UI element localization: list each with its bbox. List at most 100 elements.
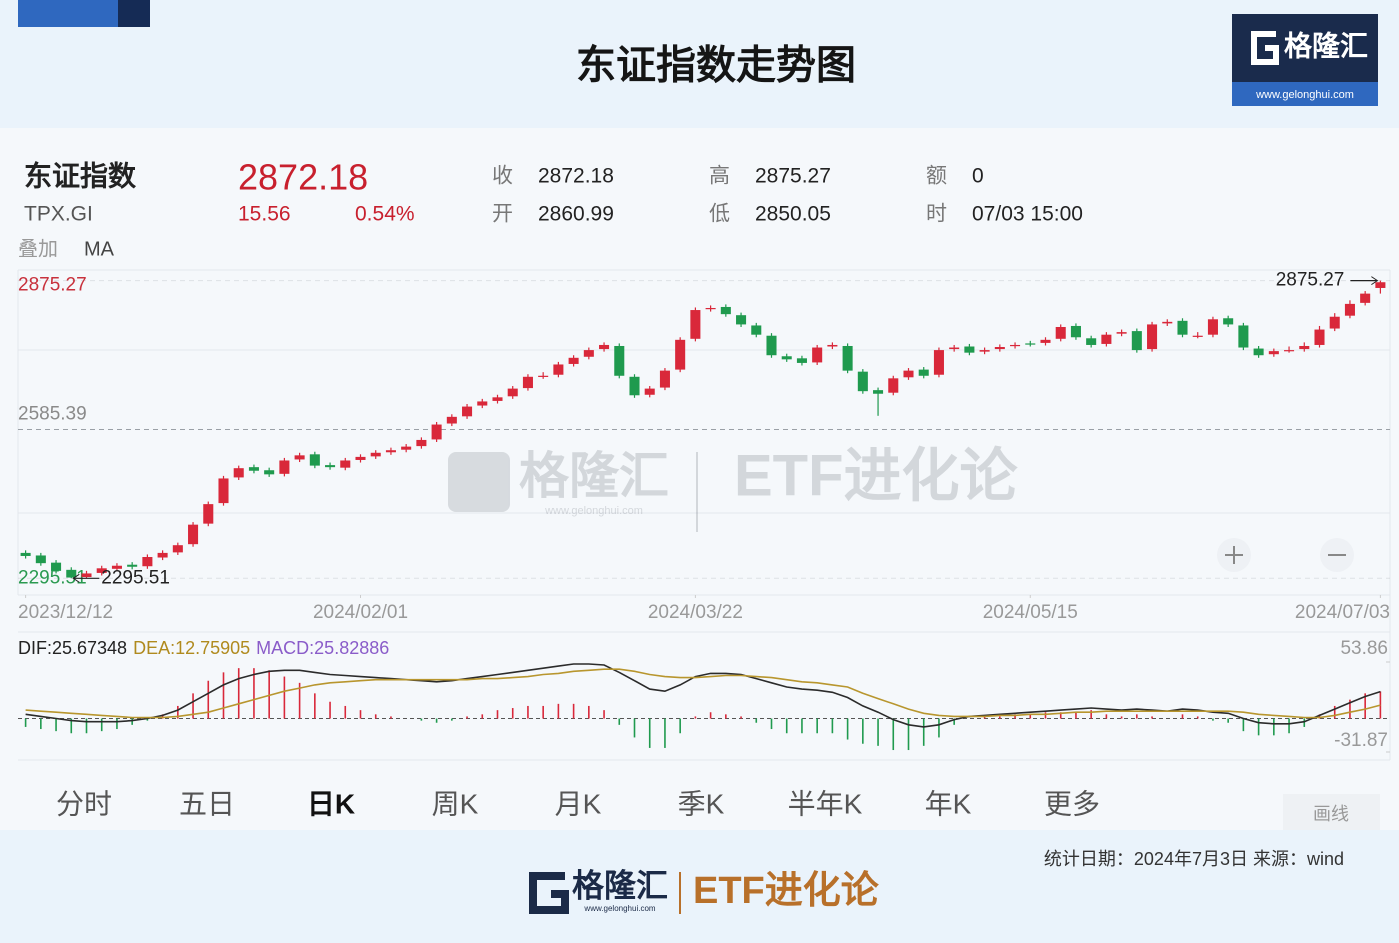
period-tab[interactable]: 五日 <box>179 788 235 819</box>
candle-body <box>1101 334 1112 344</box>
y-tick-label: 2875.27 <box>18 275 87 296</box>
macd-bar <box>374 714 377 719</box>
candle-body <box>1177 320 1188 335</box>
macd-bar <box>344 705 347 719</box>
annotation: 2875.27 <box>1276 270 1345 291</box>
candle-body <box>20 552 31 556</box>
draw-button[interactable] <box>1283 794 1380 830</box>
macd-bar <box>1120 716 1123 719</box>
macd-bar <box>694 716 697 719</box>
period-tab[interactable]: 日K <box>307 788 355 819</box>
candle-body <box>142 557 153 567</box>
macd-bar <box>922 718 925 746</box>
macd-bar <box>999 716 1001 719</box>
macd-bar <box>770 718 773 730</box>
macd-bar <box>907 718 910 751</box>
macd-bar <box>100 718 103 732</box>
legend-entry: MACD:25.82886 <box>256 638 389 658</box>
candle-body <box>127 564 138 567</box>
logo-strip <box>1232 82 1378 106</box>
period-tab[interactable]: 周K <box>432 788 479 819</box>
y-tick-label: 53.86 <box>1340 638 1388 659</box>
period-tab[interactable]: 分时 <box>56 788 112 819</box>
candle-body <box>157 552 168 558</box>
macd-bar <box>1333 705 1336 719</box>
candle-body <box>1284 350 1295 352</box>
y-tick-label: -31.87 <box>1334 730 1388 751</box>
field-label: 时 <box>926 203 947 226</box>
annotation: 2295.51 <box>101 567 170 588</box>
macd-bar <box>481 714 484 719</box>
candle-body <box>553 364 564 375</box>
period-tab[interactable]: 月K <box>555 788 602 819</box>
candle-body <box>720 306 731 315</box>
footer-logo: 格隆汇 www.gelonghui.com ETF进化论 <box>529 867 880 914</box>
candle-body <box>233 468 244 478</box>
macd-bar <box>1227 718 1229 723</box>
macd-bar <box>1303 718 1306 727</box>
macd-bar <box>116 718 118 730</box>
candle-body <box>507 388 518 397</box>
macd-bar <box>55 718 57 732</box>
candle-body <box>1086 338 1097 345</box>
y-tick-label: 2585.39 <box>18 403 87 424</box>
candle-body <box>1162 321 1173 324</box>
change-pct: 0.54% <box>355 203 415 226</box>
macd-bar <box>1242 718 1245 732</box>
candle-body <box>1040 339 1051 343</box>
candle-body <box>1238 325 1249 348</box>
candle-body <box>492 397 503 401</box>
macd-bar <box>785 718 788 734</box>
x-tick-label: 2024/07/03 <box>1295 602 1390 623</box>
candle-body <box>446 416 457 424</box>
candle-body <box>203 504 214 524</box>
footer-logo-name: 格隆汇 <box>572 867 668 903</box>
macd-bar <box>664 718 666 748</box>
period-tab[interactable]: 年K <box>925 788 972 819</box>
candle-body <box>629 376 640 396</box>
candle-body <box>1207 319 1218 335</box>
period-tab[interactable]: 半年K <box>788 788 863 819</box>
x-tick-label: 2024/03/22 <box>648 602 743 623</box>
last-price: 2872.18 <box>238 157 368 198</box>
macd-line <box>25 668 1381 719</box>
macd-bar <box>709 712 712 719</box>
macd-bar <box>329 701 331 719</box>
logo-name: 格隆汇 <box>1284 30 1368 61</box>
macd-bar <box>161 714 164 719</box>
macd-bar <box>466 716 468 719</box>
index-name: 东证指数 <box>24 159 137 191</box>
candle-body <box>111 565 122 569</box>
macd-bar <box>557 703 560 719</box>
candle-body <box>325 465 336 468</box>
footer-logo-url: www.gelonghui.com <box>583 904 655 913</box>
watermark-icon <box>448 452 510 512</box>
footer-note: 统计日期：2024年7月3日 来源：wind <box>1044 849 1344 869</box>
legend-entry: DEA:12.75905 <box>133 638 250 658</box>
period-tab[interactable]: 更多 <box>1044 788 1100 819</box>
overlay-label: 叠加 <box>18 237 58 260</box>
quote-fields: 收 2872.18 高 2875.27 额 0 开 2860.99 低 2850.05 时 07/03… <box>492 165 1083 226</box>
candle-body <box>401 446 412 450</box>
candle-body <box>796 358 807 363</box>
period-tab[interactable]: 季K <box>678 788 725 819</box>
macd-bar <box>511 708 514 719</box>
candle-body <box>264 470 275 475</box>
footer-brand: ETF进化论 <box>693 870 880 912</box>
macd-bar <box>177 705 179 719</box>
candle-body <box>964 346 975 353</box>
candle-body <box>1116 332 1127 334</box>
footer-logo-icon <box>529 872 569 914</box>
macd-bar <box>1151 716 1153 719</box>
candle-body <box>751 325 762 335</box>
macd-bar <box>816 718 818 734</box>
macd-bar <box>131 718 133 725</box>
macd-bar <box>1029 714 1032 719</box>
candle-body <box>659 370 670 388</box>
candle-body <box>477 401 488 406</box>
macd-bar <box>618 718 621 725</box>
annotation-arrowhead <box>72 573 80 583</box>
candle-body <box>1375 282 1386 288</box>
candle-body <box>1192 335 1203 337</box>
candle-body <box>1344 303 1355 316</box>
